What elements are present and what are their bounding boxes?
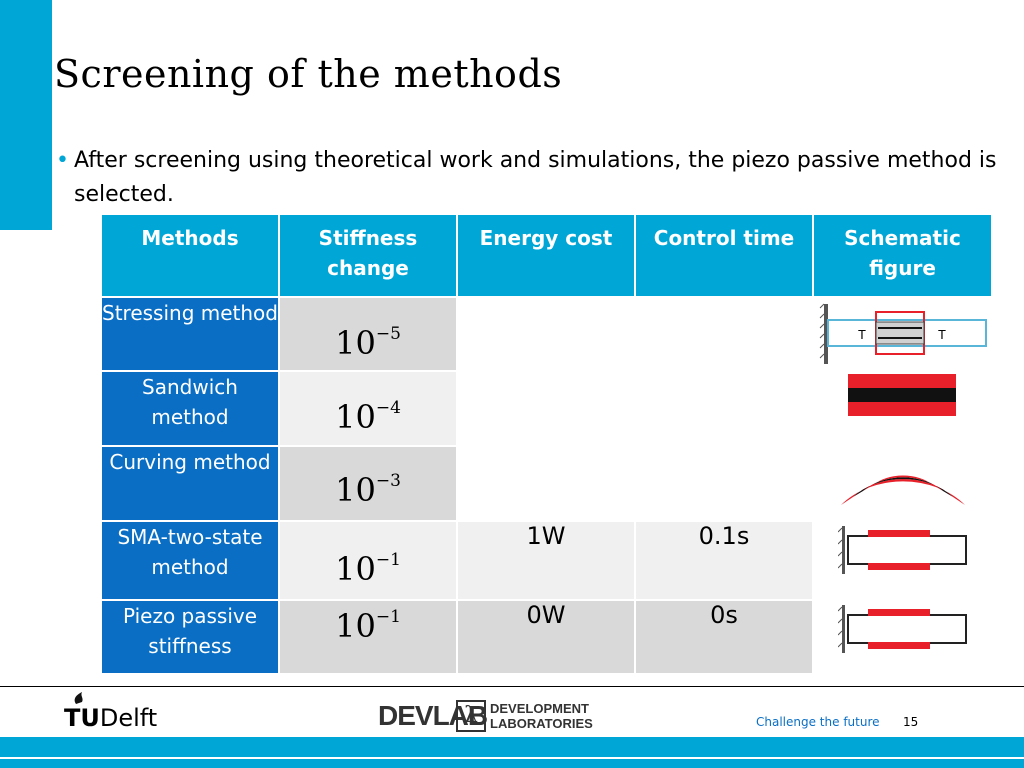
- tudelft-name: Delft: [99, 704, 158, 732]
- table-header-row: Methods Stiffness change Energy cost Con…: [100, 213, 993, 298]
- page-number: 15: [903, 715, 919, 729]
- stiffness-base: 10: [335, 324, 376, 362]
- stiffness-value: 10−1: [278, 599, 458, 675]
- tension-label-left: T: [858, 327, 866, 342]
- sandwich-schematic: [812, 370, 993, 447]
- stiffness-value: 10−4: [278, 370, 458, 447]
- devlab-lambda-icon: λ: [456, 700, 486, 732]
- header-energy-cost: Energy cost: [456, 213, 636, 298]
- devlab-logo: DEVLAB: [378, 700, 488, 731]
- sma-schematic-figure: [837, 526, 967, 574]
- table-row: Piezo passive stiffness 10−1 0W 0s: [100, 599, 993, 675]
- devlab-subtitle-line1: DEVELOPMENT: [490, 701, 589, 716]
- control-time-empty: [634, 296, 814, 522]
- header-methods: Methods: [100, 213, 280, 298]
- stiffness-base: 10: [335, 471, 376, 509]
- stiffness-value: 10−5: [278, 296, 458, 372]
- side-accent-bar: [0, 0, 52, 230]
- piezo-schematic-figure: [837, 605, 967, 653]
- sandwich-schematic-figure: [847, 374, 956, 416]
- tudelft-logo: TUDelft: [64, 704, 157, 732]
- stressing-schematic: T T: [812, 296, 993, 372]
- footer-divider: [0, 686, 1024, 687]
- devlab-subtitle-line2: LABORATORIES: [490, 716, 593, 731]
- stiffness-exponent: −4: [375, 398, 401, 418]
- stiffness-exponent: −3: [375, 471, 401, 491]
- stiffness-base: 10: [335, 398, 376, 436]
- method-name: Piezo passive stiffness: [100, 599, 280, 675]
- bullet-point: • After screening using theoretical work…: [56, 144, 1001, 212]
- bottom-accent-bar: [0, 737, 1024, 768]
- slide-title: Screening of the methods: [54, 52, 563, 96]
- devlab-subtitle: DEVELOPMENT LABORATORIES: [490, 701, 593, 731]
- bottom-bar-stripe: [0, 757, 1024, 759]
- table-row: Curving method 10−3: [100, 445, 993, 522]
- energy-cost-value: 1W: [456, 520, 636, 601]
- table-row: Stressing method 10−5 T T: [100, 296, 993, 522]
- curving-schematic-figure: [840, 475, 965, 505]
- footer-tagline: Challenge the future: [756, 715, 880, 729]
- header-schematic-figure: Schematic figure: [812, 213, 993, 298]
- header-control-time: Control time: [634, 213, 814, 298]
- method-name: Sandwich method: [100, 370, 280, 447]
- sma-schematic: [812, 520, 993, 601]
- energy-cost-empty: [456, 296, 636, 522]
- stiffness-exponent: −5: [375, 324, 401, 344]
- stiffness-base: 10: [335, 550, 376, 588]
- stiffness-value: 10−3: [278, 445, 458, 522]
- methods-table: Methods Stiffness change Energy cost Con…: [100, 213, 993, 675]
- method-name: SMA-two-state method: [100, 520, 280, 601]
- stiffness-base: 10: [335, 607, 376, 645]
- tudelft-flame-icon: [74, 692, 83, 704]
- stressing-schematic-figure: T T: [819, 303, 987, 364]
- method-name: Curving method: [100, 445, 280, 522]
- stiffness-exponent: −1: [375, 607, 401, 627]
- table-row: Sandwich method 10−4: [100, 370, 993, 447]
- bullet-text: After screening using theoretical work a…: [74, 148, 997, 207]
- table-row: SMA-two-state method 10−1 1W 0.1s: [100, 520, 993, 601]
- stiffness-value: 10−1: [278, 520, 458, 601]
- bullet-dot-icon: •: [56, 148, 69, 173]
- tudelft-prefix: TU: [64, 704, 100, 732]
- method-name: Stressing method: [100, 296, 280, 372]
- control-time-value: 0s: [634, 599, 814, 675]
- stiffness-exponent: −1: [375, 550, 401, 570]
- tension-label-right: T: [938, 327, 946, 342]
- piezo-schematic: [812, 599, 993, 675]
- header-stiffness-change: Stiffness change: [278, 213, 458, 298]
- control-time-value: 0.1s: [634, 520, 814, 601]
- curving-schematic: [812, 445, 993, 522]
- energy-cost-value: 0W: [456, 599, 636, 675]
